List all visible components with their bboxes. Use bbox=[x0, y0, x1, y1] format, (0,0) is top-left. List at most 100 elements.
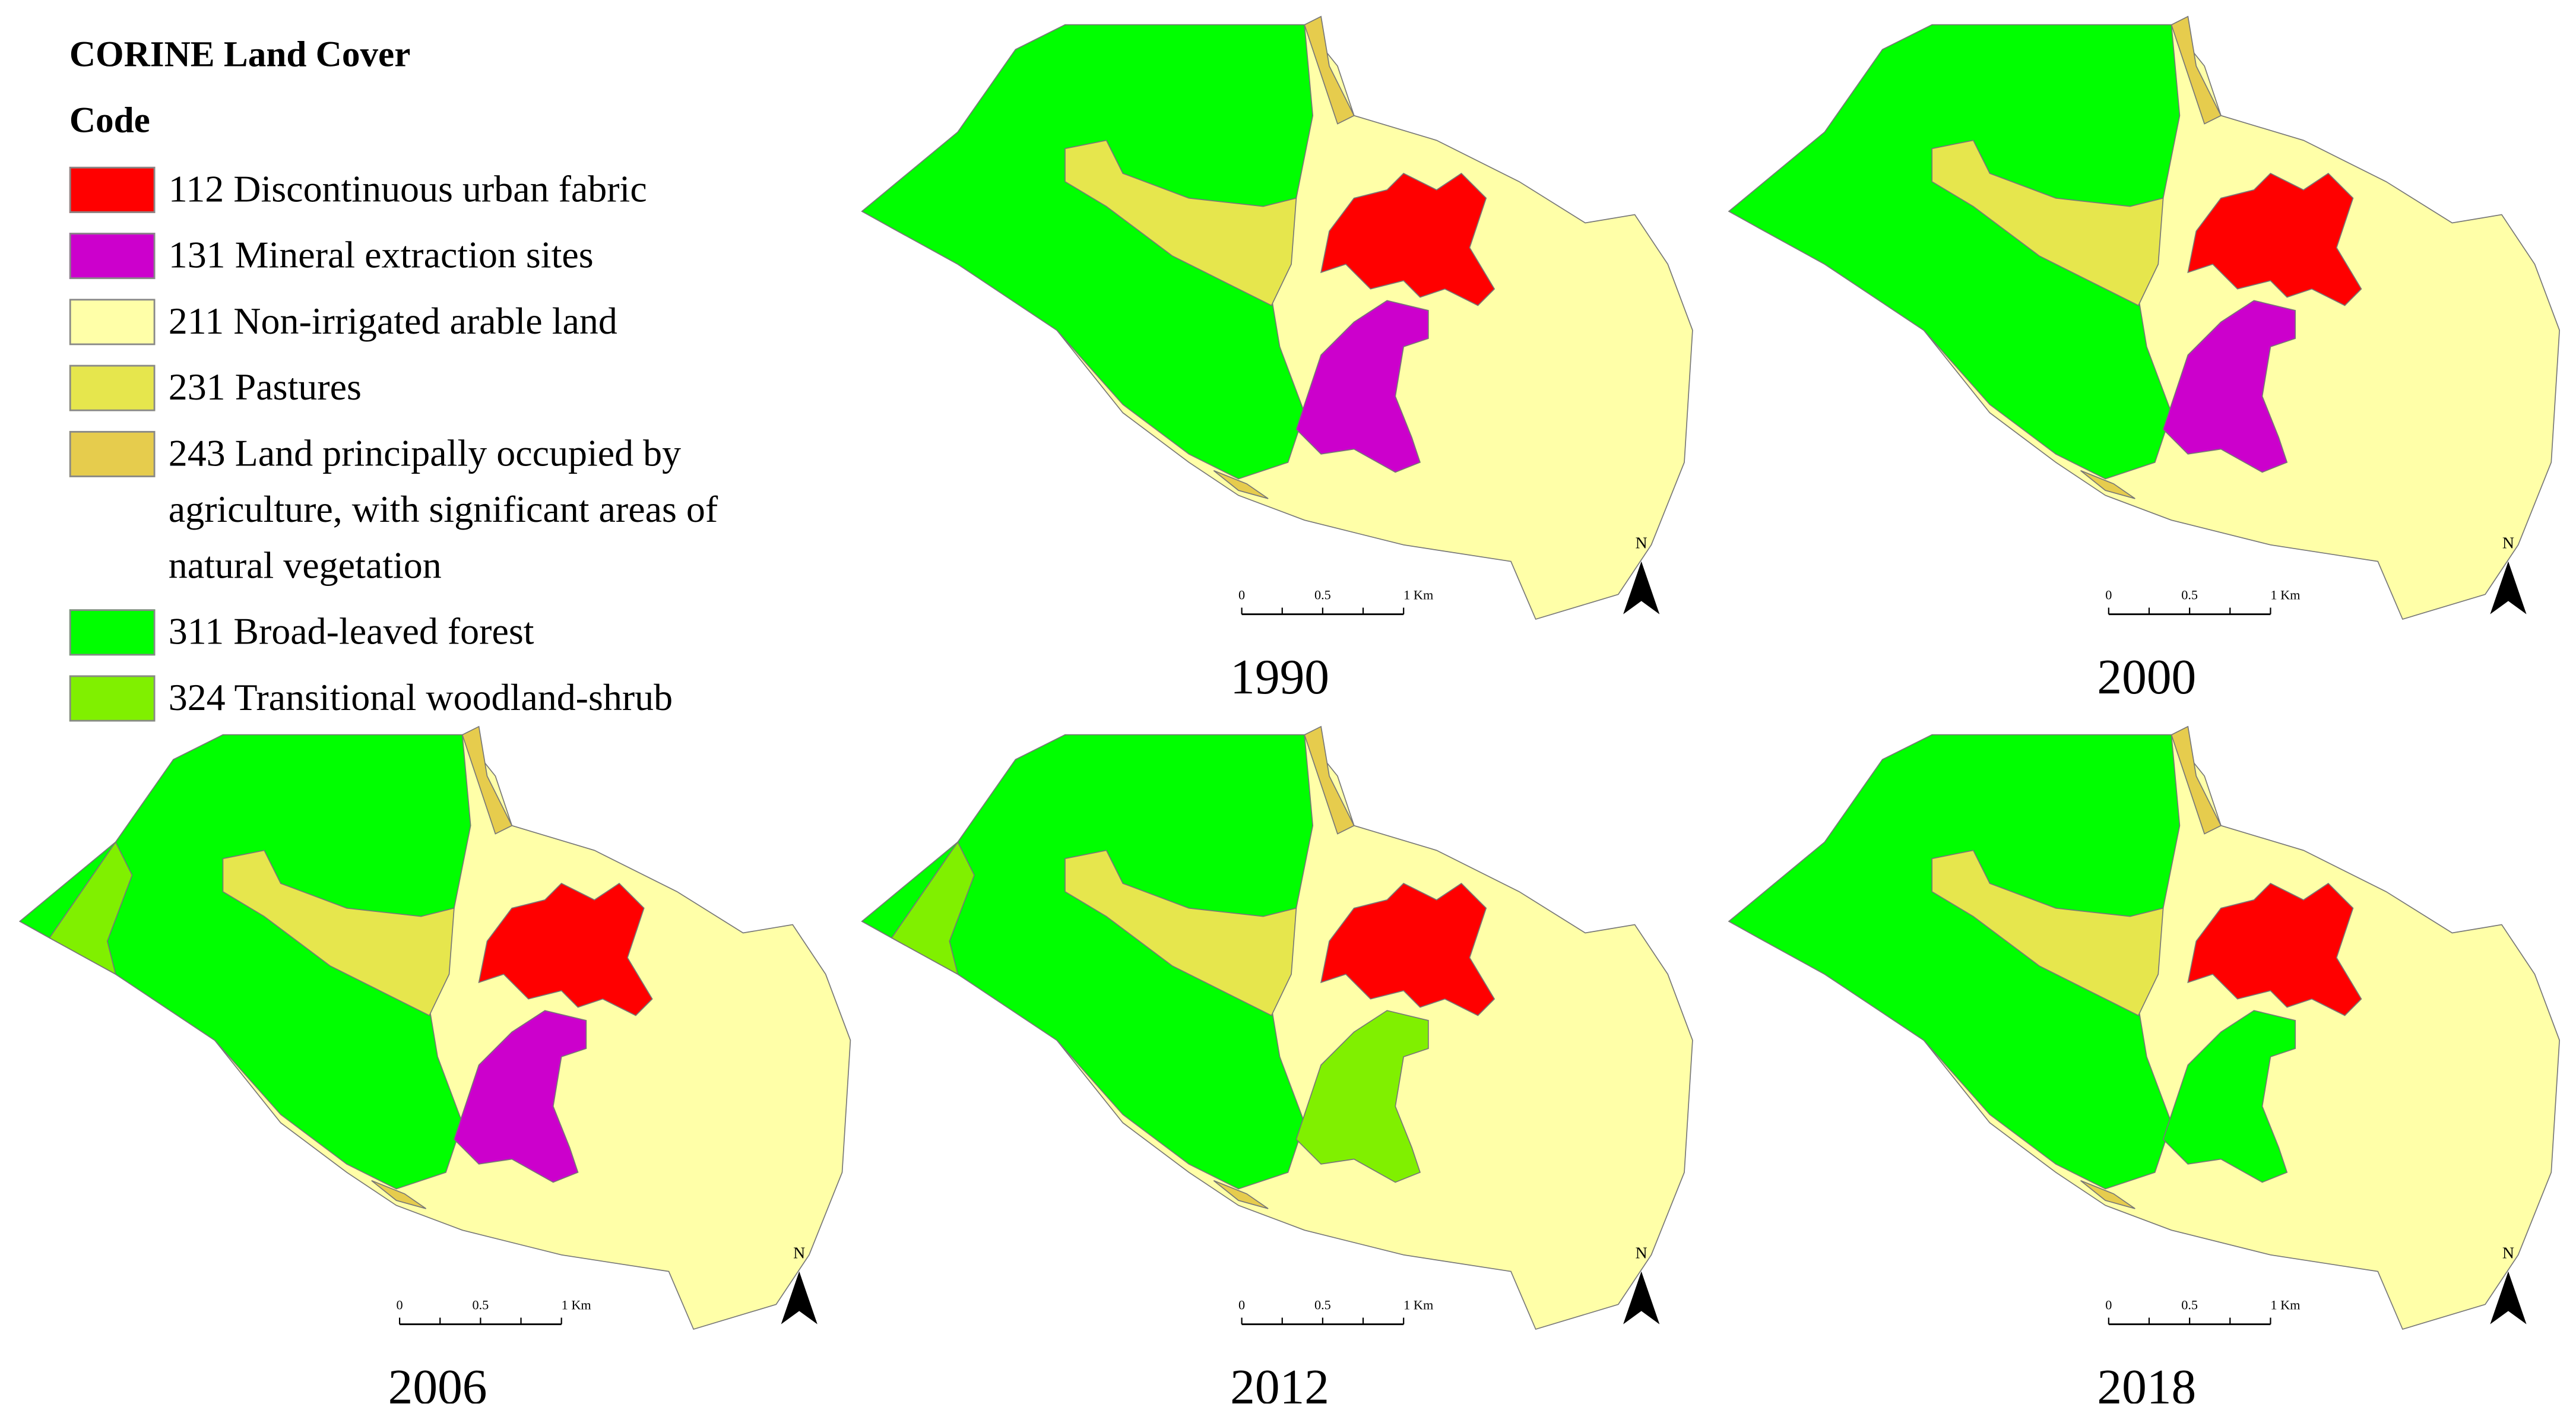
legend-code: 324 bbox=[168, 677, 226, 718]
legend-label: Land principally occupied by agriculture… bbox=[168, 432, 718, 587]
legend-text: 211 Non-irrigated arable land bbox=[169, 294, 780, 350]
agri-natural bbox=[2080, 470, 2135, 499]
land-cover-map: 0 0.5 1 Km N 1990 bbox=[861, 15, 1693, 705]
legend-label: Non-irrigated arable land bbox=[233, 300, 617, 342]
legend-code: 112 bbox=[168, 168, 224, 210]
legend-text: 243 Land principally occupied by agricul… bbox=[169, 426, 780, 595]
mineral-area bbox=[2162, 300, 2296, 473]
legend-text: 324 Transitional woodland-shrub bbox=[169, 670, 780, 727]
legend-item: 324 Transitional woodland-shrub bbox=[69, 670, 780, 727]
north-arrow bbox=[2490, 1271, 2527, 1324]
legend-code: 211 bbox=[168, 300, 224, 342]
agri-natural bbox=[2080, 1180, 2135, 1209]
urban-fabric bbox=[1320, 172, 1495, 306]
scale-label: 0 bbox=[1238, 1298, 1245, 1313]
north-arrow bbox=[2490, 561, 2527, 614]
scale-label: 0.5 bbox=[472, 1298, 489, 1313]
agri-natural bbox=[1304, 725, 1355, 835]
legend-text: 112 Discontinuous urban fabric bbox=[169, 162, 780, 218]
legend-swatch bbox=[69, 166, 156, 213]
pasture bbox=[1931, 850, 2164, 1016]
agri-natural bbox=[1213, 1180, 1269, 1209]
legend-text: 231 Pastures bbox=[169, 360, 780, 416]
agri-natural bbox=[371, 1180, 427, 1209]
map-year: 2006 bbox=[388, 1360, 487, 1403]
legend-code: 311 bbox=[168, 611, 224, 652]
map-year: 2000 bbox=[2097, 650, 2196, 705]
pasture bbox=[222, 850, 455, 1016]
legend-label: Transitional woodland-shrub bbox=[234, 677, 673, 718]
legend-item: 131 Mineral extraction sites bbox=[69, 228, 780, 284]
urban-fabric bbox=[1320, 882, 1495, 1016]
scale-label: 0.5 bbox=[1314, 588, 1331, 603]
legend-swatch bbox=[69, 675, 156, 722]
scale-label: 1 Km bbox=[2270, 1298, 2300, 1313]
scale-label: 0 bbox=[1238, 588, 1245, 603]
agri-natural bbox=[2171, 15, 2222, 125]
urban-fabric bbox=[2187, 172, 2362, 306]
legend-label: Mineral extraction sites bbox=[235, 234, 594, 276]
land-cover-map: 0 0.5 1 Km N 2018 bbox=[1728, 725, 2561, 1403]
north-label: N bbox=[793, 1244, 805, 1262]
legend-code: 243 bbox=[168, 432, 226, 474]
forest bbox=[1728, 24, 2181, 480]
legend-code: 231 bbox=[168, 366, 226, 408]
scale-label: 1 Km bbox=[1403, 1298, 1433, 1313]
legend-label: Pastures bbox=[235, 366, 362, 408]
land-cover-map: 0 0.5 1 Km N 2012 bbox=[861, 725, 1693, 1403]
legend-item: 243 Land principally occupied by agricul… bbox=[69, 426, 780, 595]
north-arrow bbox=[1623, 561, 1660, 614]
legend-items: 112 Discontinuous urban fabric 131 Minera… bbox=[69, 162, 780, 727]
mineral-area bbox=[1295, 300, 1429, 473]
urban-fabric bbox=[478, 882, 653, 1016]
map-year: 2012 bbox=[1230, 1360, 1329, 1403]
agri-natural bbox=[1213, 470, 1269, 499]
legend-label: Discontinuous urban fabric bbox=[233, 168, 647, 210]
legend-code: 131 bbox=[168, 234, 226, 276]
forest bbox=[861, 734, 1314, 1190]
scale-label: 0.5 bbox=[2181, 1298, 2198, 1313]
mineral-area bbox=[2162, 1010, 2296, 1183]
legend-label: Broad-leaved forest bbox=[233, 611, 534, 652]
forest bbox=[1728, 734, 2181, 1190]
forest bbox=[861, 24, 1314, 480]
scale-label: 1 Km bbox=[2270, 588, 2300, 603]
scale-label: 1 Km bbox=[562, 1298, 591, 1313]
legend-item: 231 Pastures bbox=[69, 360, 780, 416]
legend-item: 211 Non-irrigated arable land bbox=[69, 294, 780, 350]
legend-swatch bbox=[69, 430, 156, 477]
legend-item: 311 Broad-leaved forest bbox=[69, 604, 780, 661]
legend-text: 131 Mineral extraction sites bbox=[169, 228, 780, 284]
legend-swatch bbox=[69, 365, 156, 411]
scale-label: 0 bbox=[2105, 588, 2112, 603]
map-year: 1990 bbox=[1230, 650, 1329, 705]
north-arrow bbox=[781, 1271, 818, 1324]
north-label: N bbox=[2502, 1244, 2514, 1262]
north-label: N bbox=[2502, 534, 2514, 552]
legend-swatch bbox=[69, 233, 156, 280]
legend-swatch bbox=[69, 299, 156, 346]
woodland-shrub bbox=[49, 841, 133, 975]
pasture bbox=[1064, 140, 1297, 306]
legend-text: 311 Broad-leaved forest bbox=[169, 604, 780, 661]
forest bbox=[18, 734, 471, 1190]
scale-label: 0 bbox=[2105, 1298, 2112, 1313]
legend-swatch bbox=[69, 609, 156, 656]
north-label: N bbox=[1636, 534, 1647, 552]
legend: CORINE Land Cover Code 112 Discontinuous… bbox=[69, 30, 780, 736]
north-label: N bbox=[1636, 1244, 1647, 1262]
mineral-area bbox=[453, 1010, 587, 1183]
scale-label: 1 Km bbox=[1403, 588, 1433, 603]
pasture bbox=[1064, 850, 1297, 1016]
legend-subtitle: Code bbox=[69, 99, 150, 141]
woodland-shrub bbox=[891, 841, 975, 975]
pasture bbox=[1931, 140, 2164, 306]
mineral-area bbox=[1295, 1010, 1429, 1183]
urban-fabric bbox=[2187, 882, 2362, 1016]
agri-natural bbox=[461, 725, 513, 835]
land-cover-map: 0 0.5 1 Km N 2000 bbox=[1728, 15, 2561, 705]
agri-natural bbox=[1304, 15, 1355, 125]
agri-natural bbox=[2171, 725, 2222, 835]
